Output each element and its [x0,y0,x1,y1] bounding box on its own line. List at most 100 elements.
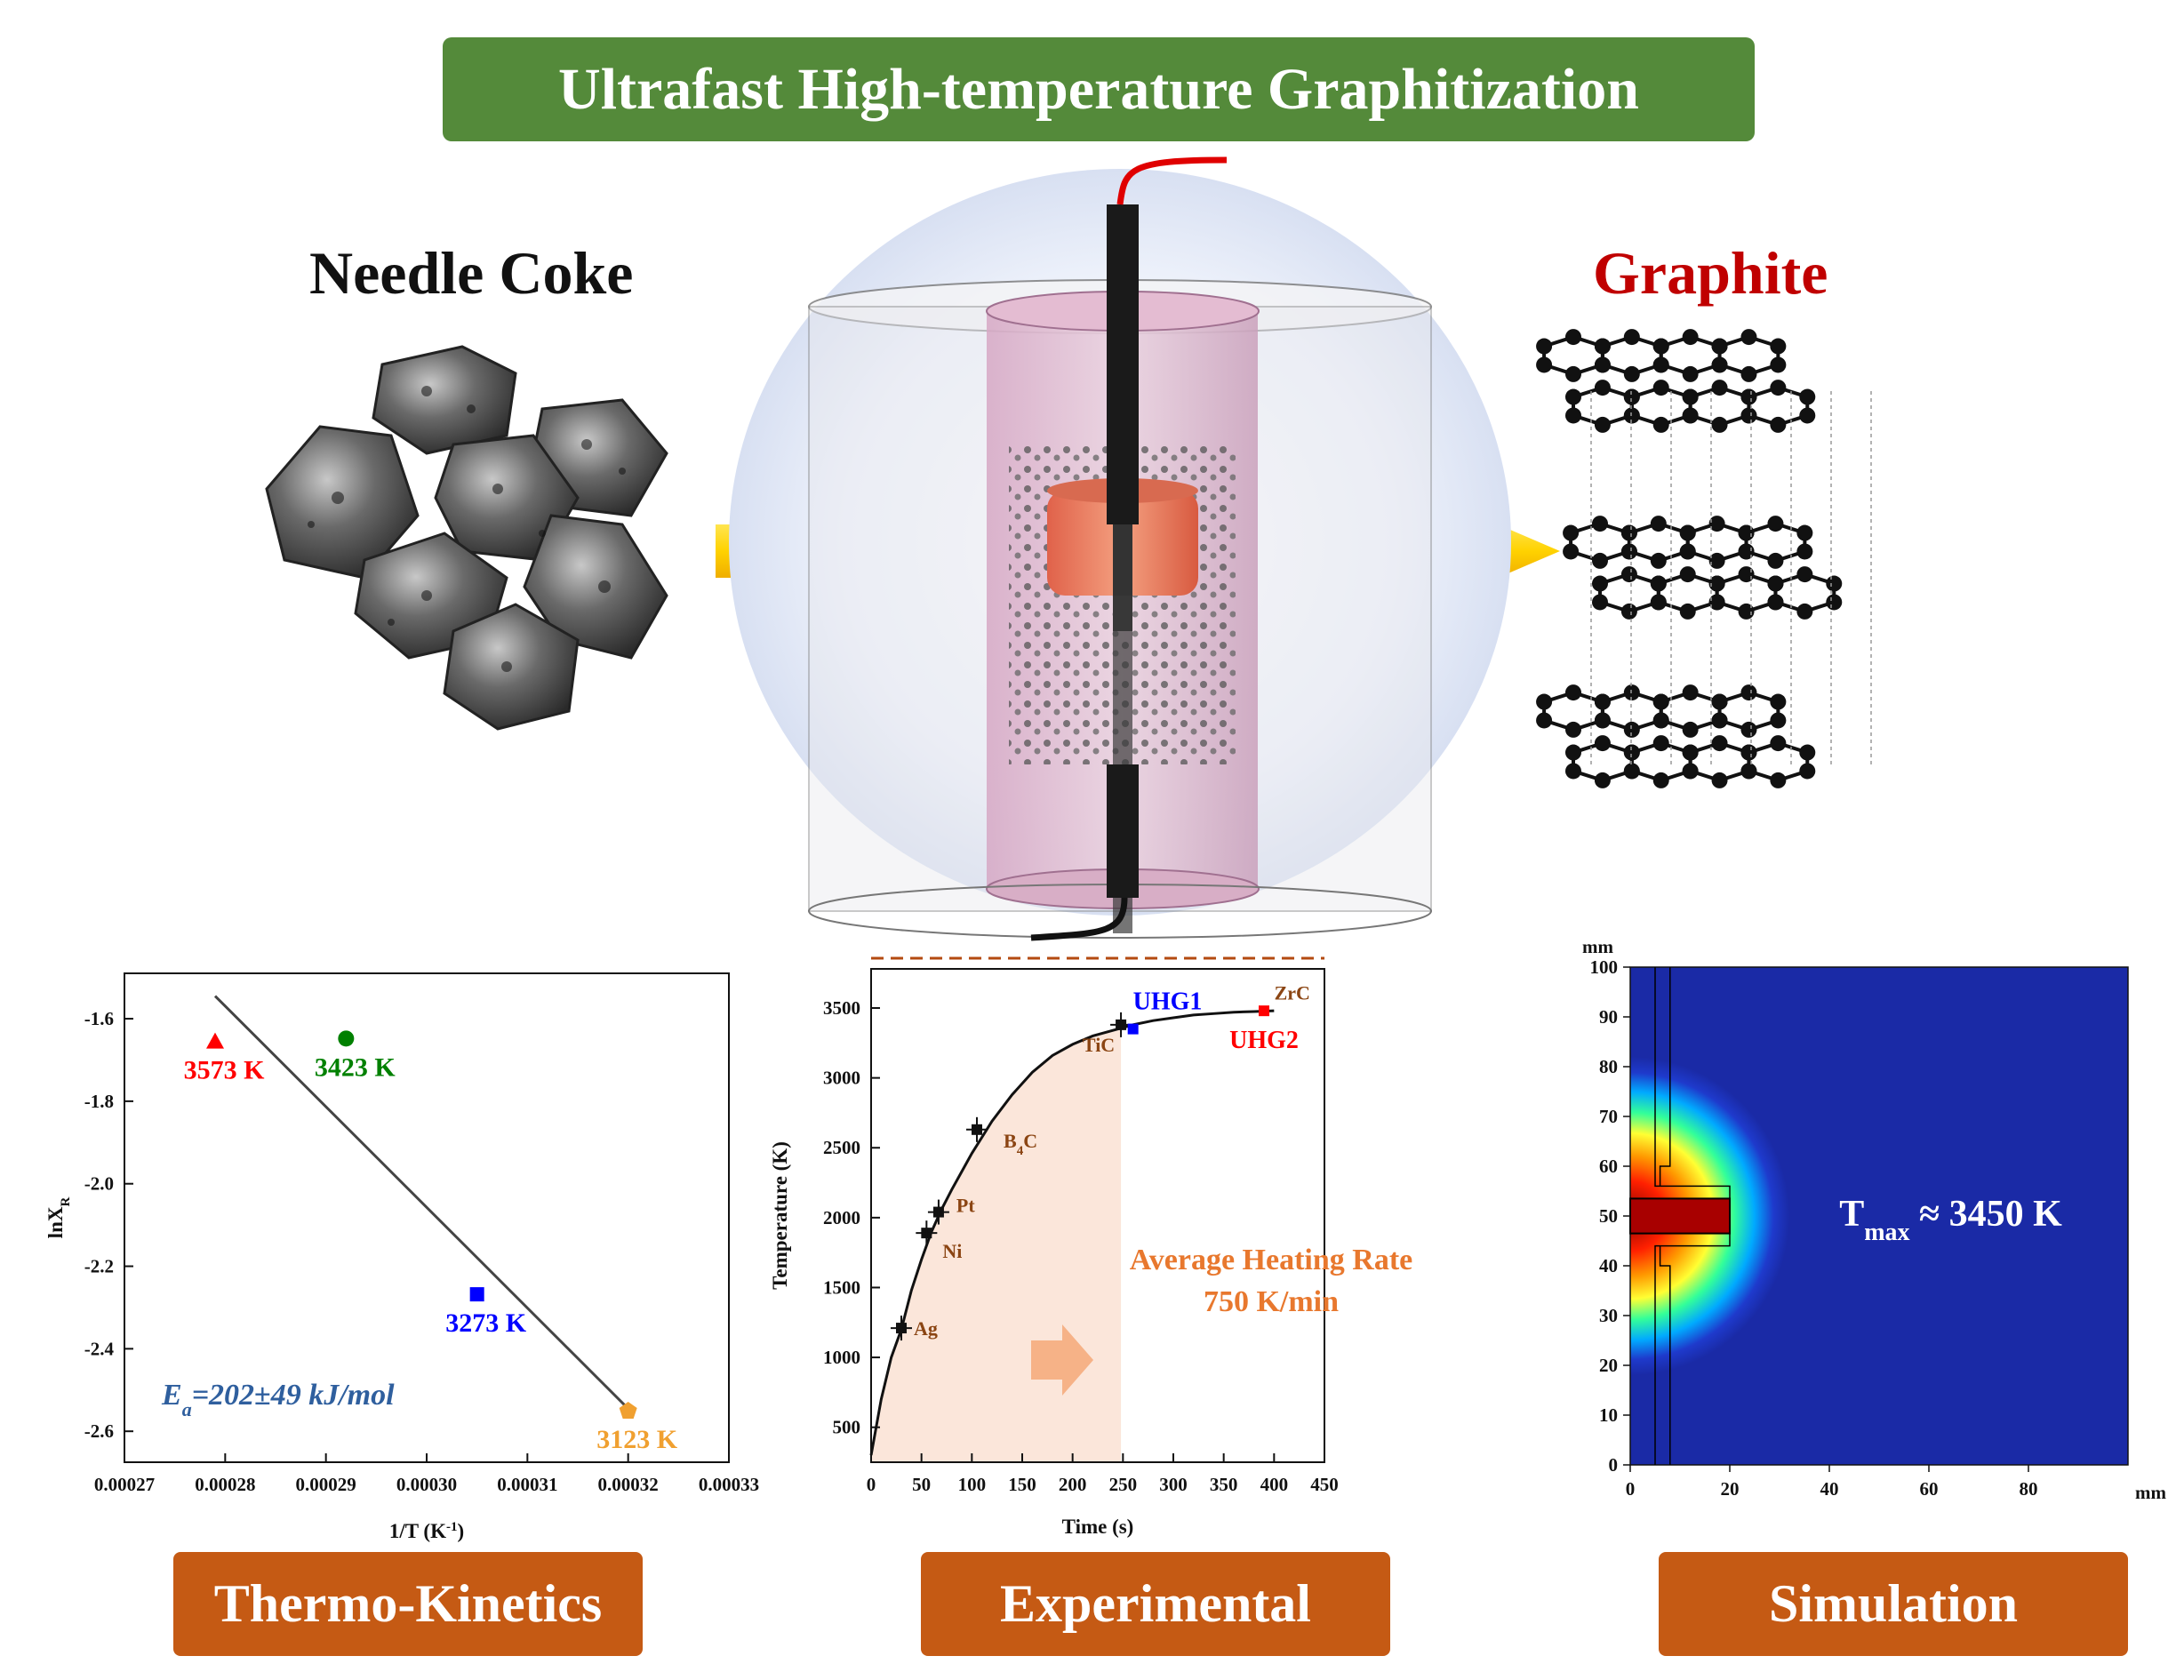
upper-electrode [1107,204,1139,524]
temperature-plot-frame [870,968,1325,1463]
kinetics-point-3 [619,1401,637,1419]
kinetics-ytick: -1.8 [84,1091,114,1112]
kinetics-xlabel: 1/T (K-1) [389,1520,464,1542]
simulation-ytick: 20 [1599,1355,1618,1376]
temperature-ylabel: Temperature (K) [769,1141,791,1290]
temperature-point-label: B4C [1004,1130,1037,1158]
red-wire [1116,156,1228,205]
kinetics-point-0 [206,1032,224,1049]
temperature-ytick: 3000 [823,1068,860,1089]
lower-electrode [1107,764,1139,898]
temperature-xtick: 450 [1310,1474,1339,1495]
temperature-point-label: Ni [942,1240,962,1262]
simulation-ytick: 30 [1599,1305,1618,1326]
temperature-xtick: 200 [1059,1474,1087,1495]
kinetics-ytick: -2.0 [84,1173,114,1195]
kinetics-ytick: -2.6 [84,1420,114,1442]
temperature-ytick: 3500 [823,997,860,1019]
coke-lumps [265,345,668,731]
needle-coke-label: Needle Coke [309,239,634,307]
temperature-point-label: ZrC [1275,982,1310,1004]
furnace-illustration [729,156,1511,941]
needle-coke-image [265,345,668,731]
kinetics-point-label: 3273 K [445,1308,527,1338]
temperature-ytick: 2500 [823,1137,860,1158]
kinetics-xtick: 0.00033 [699,1474,759,1495]
kinetics-xtick: 0.00027 [94,1474,155,1495]
electrode-outline-upper [1659,967,1671,1187]
heating-rate-label: Average Heating Rate [1130,1244,1412,1276]
simulation-ytick: 40 [1599,1255,1618,1276]
heating-curve [869,1009,1275,1456]
graphite-structure [1536,329,1872,788]
kinetics-xtick: 0.00030 [396,1474,457,1495]
simulation-ytick: 60 [1599,1156,1618,1177]
temperature-xtick: 300 [1159,1474,1188,1495]
kinetics-xtick: 0.00031 [497,1474,557,1495]
section-simulation: Simulation [1659,1552,2128,1656]
temperature-point-label: UHG1 [1133,988,1203,1016]
simulation-xtick: 0 [1626,1478,1636,1500]
temperature-point-6 [1259,1005,1269,1017]
kinetics-point-label: 3423 K [315,1052,396,1082]
page-title: Ultrafast High-temperature Graphitizatio… [558,56,1639,122]
simulation-xtick: 60 [1920,1478,1939,1500]
temperature-xtick: 150 [1008,1474,1036,1495]
temperature-point-label: UHG2 [1229,1027,1299,1054]
kinetics-point-2 [469,1287,484,1302]
temperature-ytick: 500 [833,1417,861,1438]
kinetics-ytick: -1.6 [84,1008,114,1029]
graphene-layer-3 [1536,684,1816,788]
temperature-ytick: 1000 [823,1347,860,1368]
temperature-xtick: 50 [912,1474,931,1495]
temperature-point-label: Pt [956,1195,975,1217]
temperature-ytick: 1500 [823,1276,860,1298]
kinetics-ytick: -2.2 [84,1256,114,1277]
kinetics-point-1 [338,1030,355,1047]
temperature-xtick: 400 [1260,1474,1289,1495]
sample-region [1629,1197,1731,1235]
temperature-point-5 [1127,1023,1139,1035]
section-thermo-kinetics: Thermo-Kinetics [173,1552,643,1656]
temperature-xlabel: Time (s) [1062,1516,1134,1538]
kinetics-chart: 0.00027 0.00028 0.00029 0.00030 0.00031 0.000… [44,972,759,1542]
graphite-label: Graphite [1593,239,1828,307]
simulation-ytick: 10 [1599,1404,1618,1426]
section-experimental: Experimental [921,1552,1390,1656]
simulation-ytick: 0 [1609,1454,1619,1476]
simulation-ytick: 100 [1590,956,1619,978]
kinetics-xtick: 0.00029 [296,1474,356,1495]
black-wire [1030,897,1128,941]
heating-rate-arrow [1031,1324,1093,1396]
electrode-outline-inner [1654,967,1731,1465]
temperature-xtick: 250 [1109,1474,1138,1495]
graphene-layer-1 [1536,329,1816,433]
temperature-xtick: 0 [867,1474,876,1495]
heating-rate-value: 750 K/min [1204,1285,1339,1318]
title-banner: Ultrafast High-temperature Graphitizatio… [443,37,1755,141]
simulation-y-unit: mm [1582,936,1613,957]
kinetics-point-label: 3573 K [184,1056,266,1085]
kinetics-ylabel: lnXR [44,1197,73,1239]
electrode-outline-lower [1659,1245,1671,1465]
simulation-ytick: 70 [1599,1106,1618,1127]
kinetics-point-label: 3123 K [596,1425,678,1454]
graphene-layer-2 [1563,516,1843,620]
simulation-xtick: 80 [2020,1478,2038,1500]
simulation-ytick: 50 [1599,1205,1618,1227]
temperature-ytick: 2000 [823,1207,860,1228]
temperature-point-label: Ag [914,1317,938,1340]
activation-energy-label: Ea=202±49 kJ/mol [161,1379,395,1420]
kinetics-fit-line [213,995,629,1410]
simulation-chart: 0 20 40 60 800102030405060708090100mmmmTmax … [1582,936,2166,1503]
kinetics-xtick: 0.00032 [598,1474,659,1495]
tmax-label: Tmax ≈ 3450 K [1839,1194,2062,1246]
temperature-xtick: 100 [958,1474,987,1495]
simulation-x-unit: mm [2135,1482,2166,1503]
simulation-ytick: 90 [1599,1006,1618,1028]
kinetics-ytick: -2.4 [84,1338,115,1359]
simulation-ytick: 80 [1599,1056,1618,1077]
heating-shade [871,1024,1122,1462]
simulation-xtick: 20 [1721,1478,1740,1500]
temperature-point-label: TiC [1083,1034,1115,1056]
